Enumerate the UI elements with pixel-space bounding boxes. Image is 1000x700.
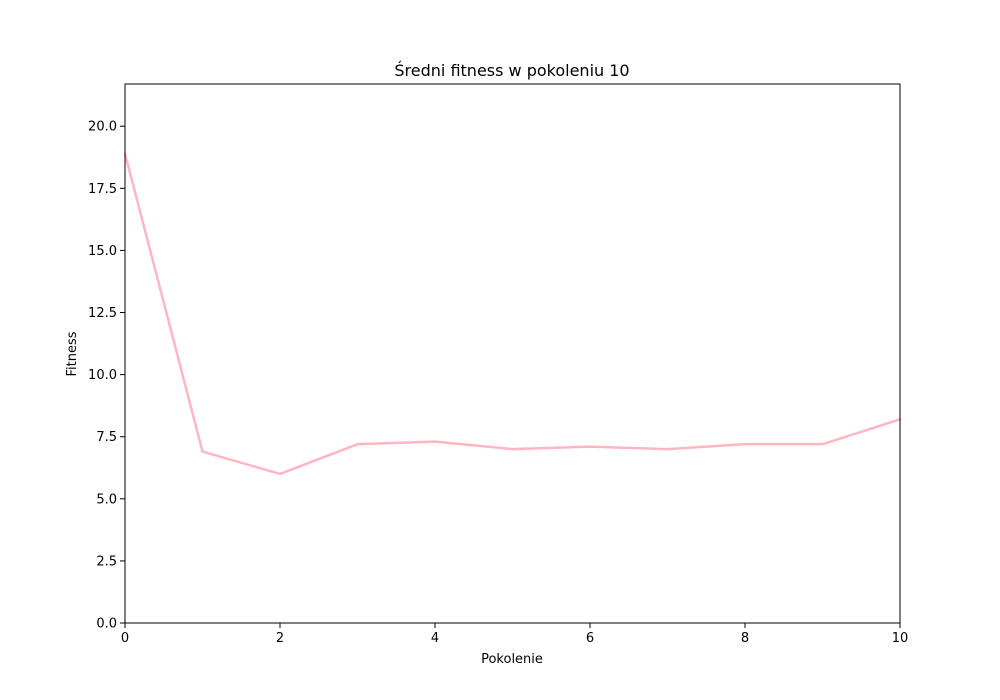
y-tick-label: 15.0: [88, 244, 117, 259]
y-tick-label: 0.0: [96, 617, 117, 632]
x-tick-label: 2: [276, 631, 284, 646]
data-point: [433, 440, 437, 443]
data-point: [821, 442, 824, 446]
plot-background: [125, 84, 900, 623]
data-point: [666, 447, 669, 451]
x-tick-label: 10: [892, 631, 909, 646]
data-point: [511, 447, 514, 451]
y-tick-label: 12.5: [88, 306, 117, 321]
y-tick-label: 10.0: [88, 368, 117, 383]
y-tick-label: 20.0: [88, 120, 117, 135]
plot-frame: [124, 83, 901, 624]
plot-area: [125, 84, 900, 623]
axes-layer: 0 2 4 6 8 10 0.0 2.5 5.0 7.5 10.0 12.5 15.0 17.5 20.0: [88, 83, 909, 646]
x-tick-label: 0: [121, 631, 129, 646]
x-tick-label: 6: [586, 631, 594, 646]
series-layer: [123, 152, 902, 476]
y-tick-label: 7.5: [96, 430, 117, 445]
x-tick-label: 4: [431, 631, 439, 646]
data-point: [588, 445, 592, 448]
y-axis-label: Fitness: [65, 331, 80, 376]
data-point: [201, 450, 204, 453]
x-tick-label: 8: [741, 631, 749, 646]
y-tick-label: 5.0: [96, 492, 117, 507]
data-point: [278, 472, 282, 476]
y-tick-label: 2.5: [96, 554, 117, 569]
data-point: [743, 442, 747, 446]
x-axis-label: Pokolenie: [481, 652, 543, 667]
y-tick-label: 17.5: [88, 182, 117, 197]
data-point: [356, 442, 359, 446]
chart-title: Średni fitness w pokoleniu 10: [394, 61, 629, 80]
